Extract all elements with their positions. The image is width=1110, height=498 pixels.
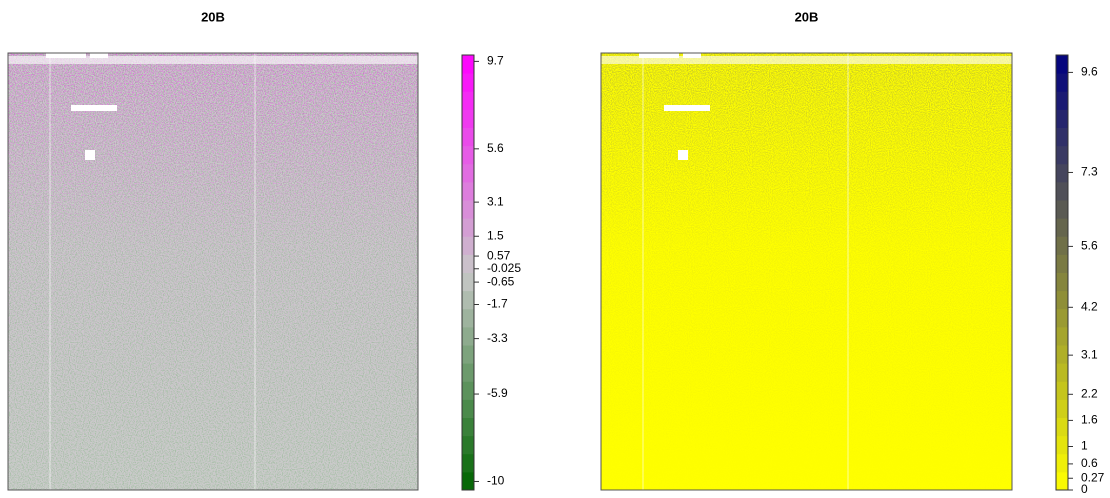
colorbar-tick-label: 2.2: [1081, 386, 1098, 400]
colorbar-step: [1056, 381, 1068, 400]
blank-block: [683, 53, 701, 58]
colorbar-step: [462, 272, 474, 292]
colorbar-step: [462, 73, 474, 92]
plot-frame: [600, 52, 1013, 491]
colorbar-tick-label: -0.65: [487, 274, 515, 288]
chart-title: 20B: [795, 9, 819, 24]
colorbar-tick-label: -3.3: [487, 331, 508, 345]
colorbar-step: [462, 55, 474, 74]
colorbar-step: [1056, 326, 1068, 346]
colorbar-step: [462, 200, 474, 219]
colorbar-step: [462, 236, 474, 255]
blank-block: [639, 53, 673, 58]
colorbar-step: [1056, 345, 1068, 364]
colorbar-step: [462, 290, 474, 310]
colorbar-step: [1056, 73, 1068, 92]
colorbar-tick-label: -0.025: [487, 261, 521, 275]
colorbar-step: [1056, 236, 1068, 255]
colorbar-step: [462, 417, 474, 437]
blank-block: [46, 53, 80, 58]
colorbar-step: [1056, 145, 1068, 165]
blank-spot: [678, 150, 688, 160]
blank-spot: [85, 150, 95, 160]
colorbar-step: [1056, 453, 1068, 473]
blank-block: [80, 53, 86, 58]
blank-block: [90, 53, 108, 58]
colorbar-tick-label: 4.2: [1081, 299, 1098, 313]
colorbar-tick-label: 9.7: [487, 54, 504, 68]
blank-block: [673, 53, 679, 58]
colorbar-tick-label: 1: [1081, 439, 1088, 453]
colorbar-step: [462, 145, 474, 165]
colorbar-tick-label: -1.7: [487, 297, 508, 311]
colorbar-step: [462, 163, 474, 183]
colorbar-step: [1056, 399, 1068, 418]
chart-title: 20B: [201, 9, 225, 24]
colorbar-step: [1056, 163, 1068, 183]
colorbar-step: [462, 127, 474, 147]
colorbar-step: [1056, 109, 1068, 128]
colorbar-tick-label: 0: [1081, 482, 1088, 496]
colorbar-step: [462, 109, 474, 128]
colorbar-tick-label: -5.9: [487, 386, 508, 400]
colorbar-step: [462, 326, 474, 346]
scan-stripe: [601, 56, 1012, 64]
colorbar-step: [462, 218, 474, 237]
colorbar-step: [1056, 218, 1068, 237]
colorbar-step: [462, 453, 474, 473]
colorbar-tick-label: 9.6: [1081, 65, 1098, 79]
colorbar-step: [462, 381, 474, 400]
colorbar-step: [1056, 272, 1068, 292]
colorbar-step: [462, 471, 474, 491]
colorbar-step: [1056, 91, 1068, 110]
colorbar-step: [1056, 127, 1068, 147]
colorbar-step: [462, 399, 474, 418]
colorbar-step: [462, 91, 474, 110]
colorbar-tick-label: 3.1: [487, 194, 504, 208]
colorbar-step: [1056, 55, 1068, 74]
colorbar-step: [1056, 471, 1068, 491]
colorbar-step: [1056, 254, 1068, 273]
colorbar-step: [462, 308, 474, 328]
colorbar-tick-label: 1.5: [487, 228, 504, 242]
colorbar-tick-label: 1.6: [1081, 413, 1098, 427]
colorbar-step: [462, 254, 474, 273]
colorbar-step: [462, 363, 474, 382]
colorbar-tick-label: 0.57: [487, 248, 511, 262]
colorbar-step: [462, 181, 474, 201]
colorbar-step: [462, 435, 474, 455]
blank-bar: [664, 105, 710, 111]
heatmap-texture: [601, 53, 1012, 490]
colorbar-step: [1056, 308, 1068, 328]
blank-bar: [71, 105, 117, 111]
colorbar-tick-label: 5.6: [1081, 239, 1098, 253]
colorbar-tick-label: 7.3: [1081, 165, 1098, 179]
colorbar-step: [1056, 181, 1068, 201]
colorbar-step: [1056, 417, 1068, 437]
scan-stripe: [8, 56, 418, 64]
colorbar-frame: [1055, 54, 1069, 491]
colorbar-tick-label: 5.6: [487, 141, 504, 155]
colorbar-frame: [461, 54, 475, 491]
colorbar-tick-label: 3.1: [1081, 347, 1098, 361]
colorbar-tick-label: 0.6: [1081, 456, 1098, 470]
colorbar-step: [1056, 363, 1068, 382]
colorbar-step: [462, 345, 474, 364]
colorbar-tick-label: -10: [487, 474, 505, 488]
colorbar-tick-label: 0.27: [1081, 470, 1105, 484]
colorbar-step: [1056, 290, 1068, 310]
heatmap-texture: [8, 53, 418, 490]
colorbar-step: [1056, 200, 1068, 219]
colorbar-step: [1056, 435, 1068, 455]
plot-frame: [7, 52, 419, 491]
